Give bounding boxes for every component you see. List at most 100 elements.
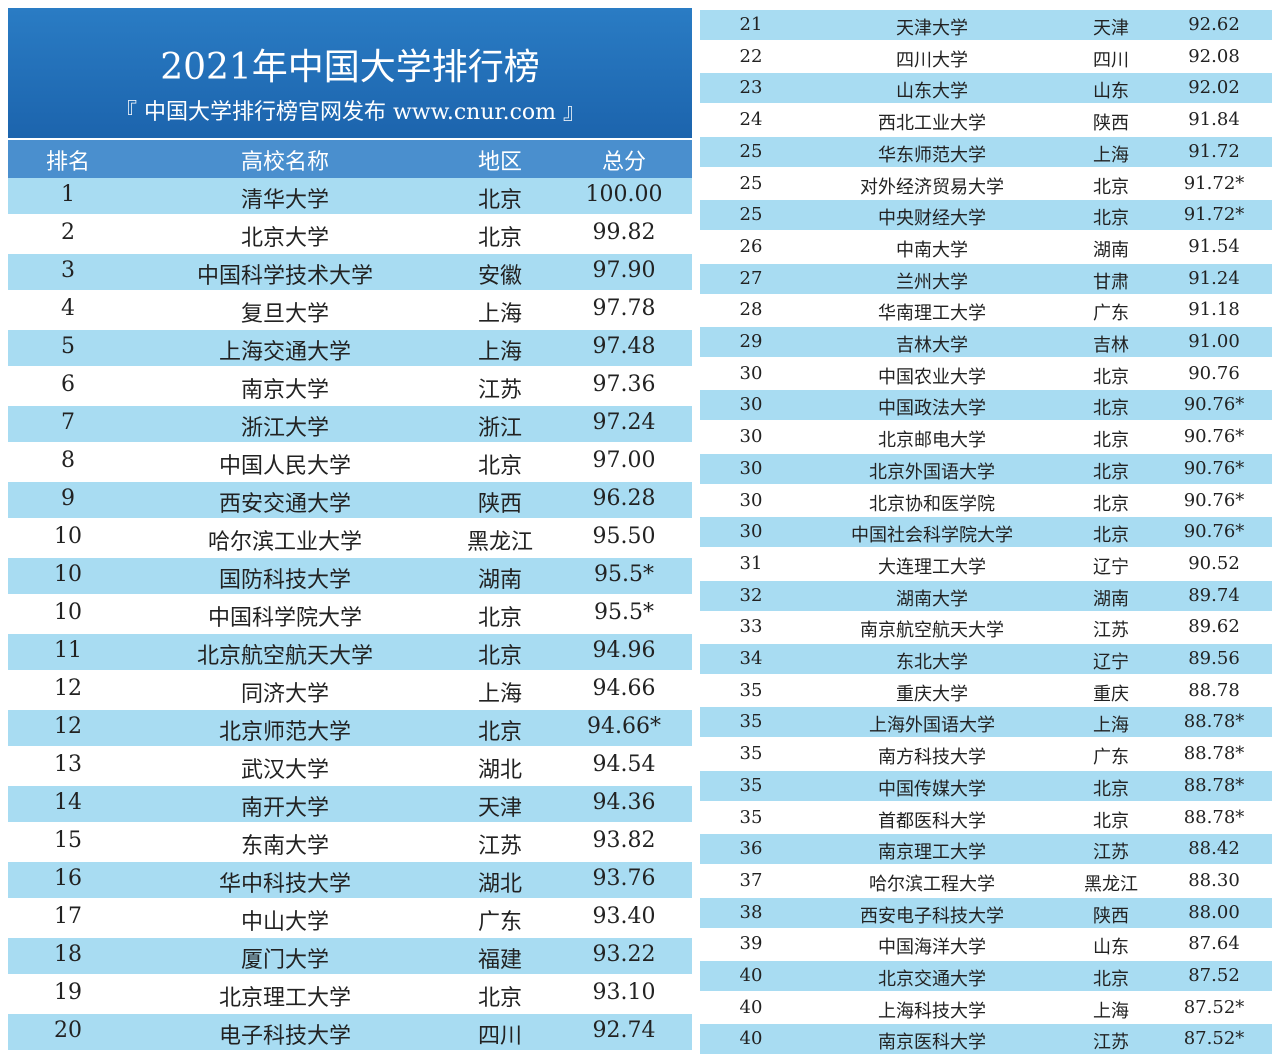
table-cell: 上海 — [477, 302, 523, 327]
table-cell: 湖南大学 — [896, 588, 968, 610]
table-cell: 4 — [61, 296, 75, 321]
table-cell: 32 — [739, 584, 763, 606]
table-cell: 北京交通大学 — [878, 969, 986, 990]
table-cell: 97.48 — [592, 334, 656, 359]
table-cell: 91.00 — [1188, 331, 1240, 352]
title: 2021年中国大学排行榜 — [160, 47, 540, 88]
table-cell: 北京 — [1093, 969, 1129, 990]
row-band — [700, 263, 1272, 294]
table-cell: 13 — [54, 752, 82, 777]
table-cell: 厦门大学 — [240, 948, 330, 973]
table-cell: 89.62 — [1188, 616, 1240, 638]
table-cell: 93.76 — [592, 866, 656, 891]
column-label: 高校名称 — [240, 150, 330, 175]
table-cell: 93.10 — [592, 980, 656, 1005]
table-cell: 90.52 — [1188, 552, 1240, 574]
table-cell: 江苏 — [1093, 1032, 1129, 1054]
table-cell: 上海 — [477, 682, 523, 707]
column-label: 排名 — [45, 150, 91, 175]
table-cell: 33 — [739, 616, 763, 638]
table-cell: 93.40 — [592, 904, 656, 929]
table-cell: 安徽 — [477, 264, 523, 289]
table-cell: 上海外国语大学 — [869, 715, 995, 737]
table-cell: 90.76 — [1188, 362, 1240, 384]
table-cell: 91.84 — [1188, 109, 1240, 131]
table-cell: 清华大学 — [240, 188, 330, 213]
table-cell: 湖南 — [1093, 588, 1129, 610]
table-cell: 10 — [54, 600, 82, 625]
table-cell: 91.54 — [1188, 235, 1240, 257]
table-cell: 华南理工大学 — [878, 303, 986, 325]
table-cell: 中国社会科学院大学 — [851, 525, 1013, 547]
table-cell: 上海科技大学 — [878, 1000, 986, 1022]
row-band — [700, 961, 1272, 991]
table-cell: 浙江 — [477, 416, 523, 441]
table-cell: 29 — [739, 331, 763, 352]
table-cell: 北京 — [1093, 525, 1129, 547]
table-cell: 35 — [739, 711, 763, 733]
row-band — [700, 390, 1272, 421]
table-cell: 北京 — [477, 454, 523, 479]
table-cell: 北京外国语大学 — [869, 461, 995, 483]
table-cell: 广东 — [1093, 303, 1129, 325]
table-cell: 江苏 — [477, 834, 523, 859]
row-band — [8, 1014, 692, 1050]
table-cell: 90.76* — [1183, 489, 1245, 511]
table-cell: 电子科技大学 — [218, 1024, 352, 1049]
table-cell: 25 — [739, 172, 763, 194]
table-cell: 88.42 — [1188, 838, 1240, 860]
table-cell: 88.00 — [1188, 901, 1240, 923]
table-cell: 北京 — [1093, 810, 1129, 832]
table-cell: 北京 — [477, 986, 523, 1011]
table-cell: 北京 — [1093, 430, 1129, 452]
table-cell: 88.78* — [1183, 774, 1245, 796]
table-cell: 94.36 — [592, 790, 656, 815]
table-cell: 西北工业大学 — [878, 113, 986, 135]
table-cell: 93.22 — [592, 942, 656, 967]
table-cell: 23 — [739, 77, 763, 99]
row-band — [700, 834, 1272, 865]
table-cell: 南京大学 — [240, 378, 330, 403]
table-cell: 12 — [54, 676, 82, 701]
table-cell: 20 — [54, 1018, 82, 1043]
table-cell: 东南大学 — [240, 834, 330, 859]
table-cell: 同济大学 — [240, 682, 330, 707]
table-cell: 四川大学 — [896, 49, 968, 71]
table-cell: 上海交通大学 — [218, 340, 352, 365]
table-cell: 8 — [61, 448, 75, 473]
table-cell: 武汉大学 — [240, 758, 330, 783]
row-band — [700, 707, 1272, 738]
table-cell: 上海 — [1093, 1000, 1129, 1022]
table-cell: 北京 — [477, 644, 523, 669]
table-cell: 97.90 — [592, 258, 656, 283]
table-cell: 哈尔滨工程大学 — [869, 873, 995, 895]
table-cell: 江苏 — [477, 378, 523, 403]
row-band — [8, 786, 692, 822]
table-cell: 重庆 — [1093, 683, 1129, 705]
table-cell: 北京理工大学 — [218, 986, 352, 1011]
table-cell: 90.76* — [1183, 394, 1245, 416]
table-cell: 北京 — [1093, 778, 1129, 800]
table-cell: 92.74 — [592, 1018, 656, 1043]
table-cell: 四川 — [1093, 49, 1129, 71]
table-cell: 27 — [739, 267, 763, 289]
table-cell: 31 — [739, 552, 763, 574]
table-cell: 黑龙江 — [1084, 873, 1138, 895]
table-cell: 四川 — [477, 1024, 523, 1049]
table-cell: 35 — [739, 679, 763, 701]
table-cell: 陕西 — [477, 492, 523, 517]
table-cell: 辽宁 — [1093, 556, 1129, 578]
table-cell: 95.50 — [592, 524, 656, 549]
table-cell: 96.28 — [592, 486, 656, 511]
subtitle: 『 中国大学排行榜官网发布 www.cnur.com 』 — [114, 100, 586, 125]
table-cell: 10 — [54, 562, 82, 587]
table-cell: 24 — [739, 109, 763, 131]
table-cell: 南京航空航天大学 — [860, 620, 1004, 642]
row-band — [8, 406, 692, 442]
table-cell: 中南大学 — [896, 239, 968, 261]
table-cell: 39 — [739, 933, 763, 955]
table-cell: 40 — [739, 1028, 763, 1050]
table-cell: 天津 — [1093, 18, 1129, 39]
table-cell: 中国科学院大学 — [207, 606, 363, 631]
